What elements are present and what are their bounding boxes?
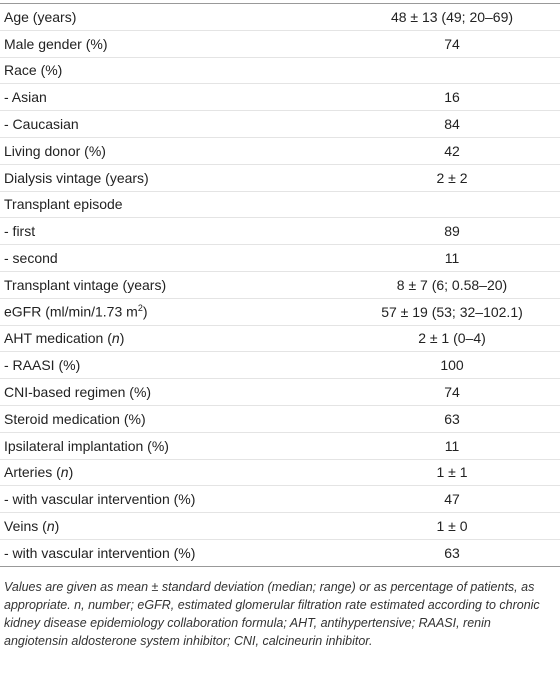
label-text: ) xyxy=(54,518,60,535)
row-value: 84 xyxy=(444,116,460,133)
row-label: - Caucasian xyxy=(0,116,344,132)
row-value: 11 xyxy=(444,437,460,454)
row-label: - with vascular intervention (%) xyxy=(0,545,344,561)
row-value: 42 xyxy=(444,142,460,159)
label-text: Veins ( xyxy=(4,518,47,535)
label-text: Dialysis vintage (years) xyxy=(4,169,149,186)
row-value: 2 ± 2 xyxy=(436,169,468,186)
table-row: Veins (n) 1 ± 0 xyxy=(0,513,560,540)
label-text: n xyxy=(111,330,120,347)
table-row: - with vascular intervention (%) 63 xyxy=(0,540,560,566)
row-value: 48 ± 13 (49; 20–69) xyxy=(390,8,514,25)
table-row: Male gender (%) 74 xyxy=(0,31,560,58)
row-label: Veins (n) xyxy=(0,518,344,534)
label-text: eGFR (ml/min/1.73 m xyxy=(4,303,138,320)
table-row: - with vascular intervention (%) 47 xyxy=(0,486,560,514)
label-text: - RAASI (%) xyxy=(4,357,81,374)
row-value: 63 xyxy=(444,410,460,427)
footnote: Values are given as mean ± standard devi… xyxy=(4,580,540,648)
label-text: - with vascular intervention (%) xyxy=(4,491,196,508)
row-value: 74 xyxy=(444,384,460,401)
row-label: Male gender (%) xyxy=(0,36,344,52)
row-value: 11 xyxy=(444,250,460,267)
row-label: CNI-based regimen (%) xyxy=(0,384,344,400)
row-value: 100 xyxy=(440,357,464,374)
row-label: Transplant episode xyxy=(0,196,344,212)
row-value: 47 xyxy=(444,491,460,508)
label-text: n xyxy=(46,518,55,535)
label-text: ) xyxy=(142,303,148,320)
table-row: AHT medication (n) 2 ± 1 (0–4) xyxy=(0,326,560,353)
table-row: Age (years) 48 ± 13 (49; 20–69) xyxy=(0,4,560,31)
row-label: Steroid medication (%) xyxy=(0,411,344,427)
table-row: Dialysis vintage (years) 2 ± 2 xyxy=(0,165,560,192)
table-row: eGFR (ml/min/1.73 m2) 57 ± 19 (53; 32–102… xyxy=(0,299,560,326)
label-text: Steroid medication (%) xyxy=(4,410,146,427)
table-row: - second 11 xyxy=(0,245,560,272)
label-text: ) xyxy=(119,330,125,347)
row-label: - with vascular intervention (%) xyxy=(0,491,344,507)
table-row: Arteries (n) 1 ± 1 xyxy=(0,460,560,487)
row-label: Arteries (n) xyxy=(0,464,344,480)
row-label: Living donor (%) xyxy=(0,143,344,159)
row-label: - second xyxy=(0,250,344,266)
label-text: - with vascular intervention (%) xyxy=(4,544,196,561)
row-label: eGFR (ml/min/1.73 m2) xyxy=(0,303,344,320)
table-row: - Caucasian 84 xyxy=(0,111,560,138)
row-label: AHT medication (n) xyxy=(0,330,344,346)
row-label: - first xyxy=(0,223,344,239)
label-text: - Caucasian xyxy=(4,116,79,133)
table-row: Transplant vintage (years) 8 ± 7 (6; 0.58… xyxy=(0,272,560,299)
label-text: ) xyxy=(68,464,74,481)
row-label: Age (years) xyxy=(0,9,344,25)
table-row: Ipsilateral implantation (%) 11 xyxy=(0,433,560,460)
table-row: CNI-based regimen (%) 74 xyxy=(0,379,560,406)
row-value: 74 xyxy=(444,35,460,52)
label-text: 2 xyxy=(137,303,143,314)
table: Age (years) 48 ± 13 (49; 20–69) Male gende… xyxy=(0,3,560,567)
table-row: Living donor (%) 42 xyxy=(0,138,560,165)
row-label: Transplant vintage (years) xyxy=(0,277,344,293)
row-value: 57 ± 19 (53; 32–102.1) xyxy=(381,303,523,320)
table-row: - RAASI (%) 100 xyxy=(0,352,560,380)
row-value: 2 ± 1 (0–4) xyxy=(418,330,486,347)
label-text: CNI-based regimen (%) xyxy=(4,384,152,401)
label-text: AHT medication ( xyxy=(4,330,112,347)
label-text: Arteries ( xyxy=(4,464,61,481)
table-row: Transplant episode xyxy=(0,192,560,219)
row-value: 89 xyxy=(444,223,460,240)
row-label: - Asian xyxy=(0,89,344,105)
row-value: 1 ± 0 xyxy=(436,518,468,535)
label-text: Transplant episode xyxy=(4,196,123,213)
row-label: - RAASI (%) xyxy=(0,357,344,373)
row-value: 16 xyxy=(444,89,460,106)
table-row: Race (%) xyxy=(0,58,560,85)
table-row: - first 89 xyxy=(0,218,560,246)
label-text: Race (%) xyxy=(4,62,63,79)
row-label: Race (%) xyxy=(0,62,344,78)
label-text: - Asian xyxy=(4,89,47,106)
label-text: Male gender (%) xyxy=(4,35,108,52)
row-label: Ipsilateral implantation (%) xyxy=(0,438,344,454)
label-text: Living donor (%) xyxy=(4,142,106,159)
label-text: Transplant vintage (years) xyxy=(4,276,167,293)
label-text: Ipsilateral implantation (%) xyxy=(4,437,169,454)
row-label: Dialysis vintage (years) xyxy=(0,170,344,186)
row-value: 63 xyxy=(444,544,460,561)
label-text: n xyxy=(60,464,69,481)
label-text: - second xyxy=(4,250,58,267)
row-value: 1 ± 1 xyxy=(436,464,468,481)
table-row: - Asian 16 xyxy=(0,84,560,112)
row-value: 8 ± 7 (6; 0.58–20) xyxy=(396,276,508,293)
table-row: Steroid medication (%) 63 xyxy=(0,406,560,433)
label-text: - first xyxy=(4,223,36,240)
label-text: Age (years) xyxy=(4,8,77,25)
